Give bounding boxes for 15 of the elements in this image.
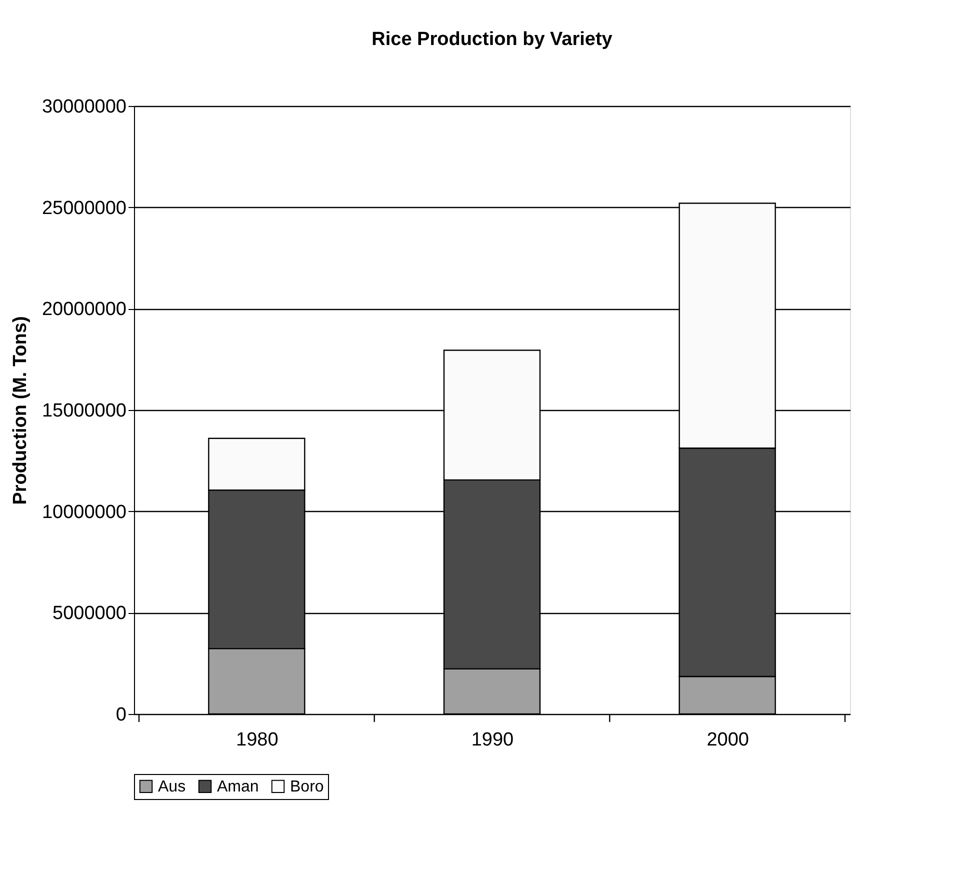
x-tick-label: 2000 <box>706 730 749 750</box>
legend-label: Boro <box>290 778 324 796</box>
y-tick-label: 15000000 <box>42 400 126 422</box>
y-tick-label: 25000000 <box>42 198 126 219</box>
y-axis-title: Production (M. Tons) <box>10 316 31 505</box>
y-tick-label: 10000000 <box>42 502 126 523</box>
x-tick-label: 1980 <box>236 730 278 750</box>
legend-label: Aman <box>217 778 259 796</box>
y-tick-label: 0 <box>116 704 126 726</box>
y-tick-label: 5000000 <box>52 603 126 624</box>
y-tick-label: 30000000 <box>42 96 126 118</box>
chart-title: Rice Production by Variety <box>372 29 613 50</box>
x-tick-label: 1990 <box>471 730 514 750</box>
legend-label: Aus <box>158 778 186 796</box>
y-tick-label: 20000000 <box>42 299 126 320</box>
